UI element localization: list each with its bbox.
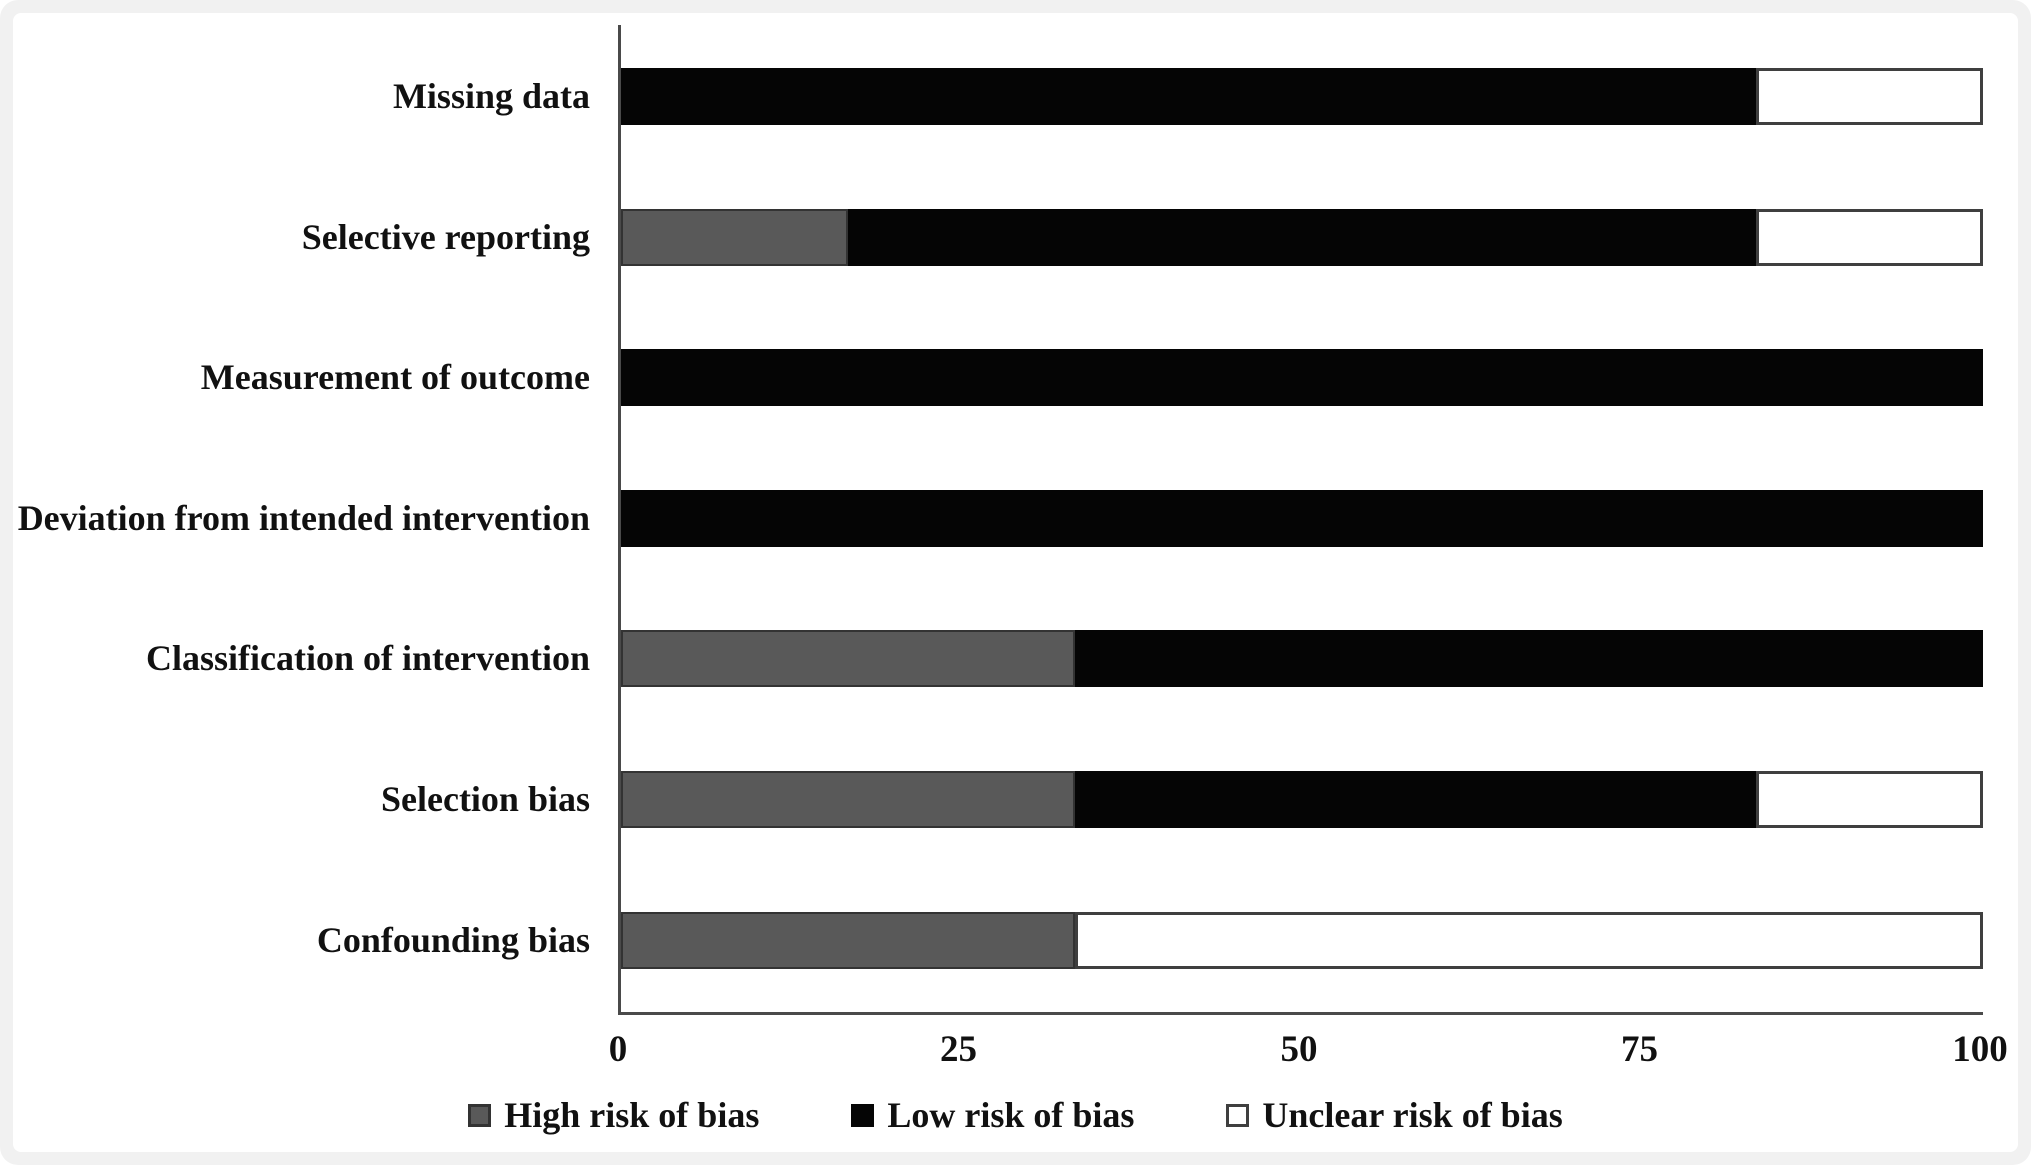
- x-tick-label: 0: [608, 1029, 628, 1070]
- category-label: Classification of intervention: [146, 638, 590, 679]
- bar-segment-low: [621, 349, 1983, 407]
- x-tick-label: 100: [1952, 1029, 2008, 1070]
- bar-row: [621, 349, 1983, 407]
- legend-item: Unclear risk of bias: [1226, 1094, 1563, 1136]
- legend-label: Unclear risk of bias: [1262, 1095, 1563, 1135]
- bar-segment-low: [621, 489, 1983, 547]
- bar-segment-high: [621, 630, 1075, 688]
- legend-item: High risk of bias: [468, 1094, 759, 1136]
- category-label: Selection bias: [380, 779, 590, 819]
- category-label: Measurement of outcome: [200, 357, 590, 398]
- bar-segment-high: [621, 911, 1075, 969]
- bar-segment-high: [621, 771, 1075, 828]
- bar-row: [621, 208, 1983, 266]
- legend-swatch-icon: [851, 1103, 875, 1127]
- legend-swatch-icon: [468, 1103, 492, 1127]
- bar-row: [621, 911, 1983, 969]
- bar-segment-low: [848, 208, 1756, 266]
- x-tick-label: 25: [940, 1029, 977, 1070]
- bar-segment-unclear: [1074, 911, 1983, 969]
- bar-row: [621, 489, 1983, 547]
- category-label: Selective reporting: [301, 216, 590, 257]
- bar-row: [621, 68, 1983, 125]
- legend-item: Low risk of bias: [851, 1094, 1134, 1136]
- bar-segment-unclear: [1755, 208, 1983, 266]
- x-tick-label: 50: [1280, 1029, 1318, 1070]
- bar-segment-unclear: [1755, 771, 1983, 828]
- category-label: Deviation from intended intervention: [17, 497, 590, 538]
- x-tick-label: 75: [1621, 1029, 1658, 1070]
- category-label: Confounding bias: [316, 919, 590, 960]
- legend-label: Low risk of bias: [887, 1095, 1135, 1135]
- legend: High risk of bias Low risk of bias Unclear…: [0, 1094, 2031, 1136]
- bar-segment-high: [621, 208, 849, 266]
- legend-swatch-icon: [1226, 1103, 1250, 1127]
- bar-segment-low: [621, 68, 1756, 125]
- category-label: Missing data: [392, 76, 590, 116]
- bar-row: [621, 771, 1983, 828]
- bar-row: [621, 630, 1983, 688]
- bar-segment-unclear: [1755, 68, 1983, 125]
- bar-segment-low: [1074, 771, 1756, 828]
- legend-label: High risk of bias: [504, 1095, 760, 1135]
- bar-segment-low: [1074, 630, 1983, 688]
- plot-area: [618, 25, 1983, 1015]
